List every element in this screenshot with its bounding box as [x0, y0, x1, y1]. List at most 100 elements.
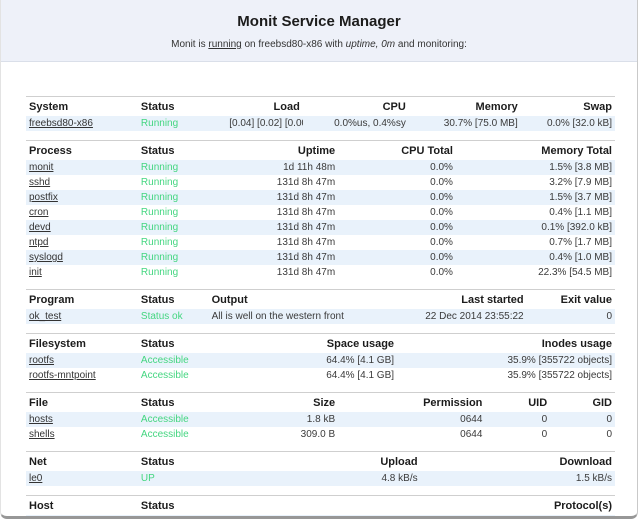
running-status-link[interactable]: running — [208, 39, 242, 50]
value-text: 0.0% — [430, 267, 453, 278]
value-text: 22.3% [54.5 MB] — [538, 267, 612, 278]
value-text: 0.1% [392.0 kB] — [541, 222, 612, 233]
value-text: 64.4% [4.1 GB] — [326, 370, 395, 381]
service-link[interactable]: tildeslash2 — [29, 517, 76, 519]
column-header: Output — [211, 294, 248, 306]
value-text: 0.0% — [430, 162, 453, 173]
table-cell: Running — [138, 220, 226, 235]
value-text: 131d 8h 47m — [276, 267, 336, 278]
table-cell: Accessible — [138, 368, 226, 383]
value-text: [0.04] [0.02] [0.00] — [229, 118, 303, 129]
table-cell: [0.04] [0.02] [0.00] — [226, 116, 303, 131]
table-cell: monit — [26, 160, 138, 175]
net-table: Net Status Upload Download le0 UP 4.8 kB/s 1.5 … — [26, 451, 615, 486]
value-text: 0.4% [1.1 MB] — [549, 207, 612, 218]
value-text: 0 — [541, 414, 548, 425]
value-text: 0 — [606, 414, 612, 425]
value-text: 1d 11h 48m — [283, 162, 336, 173]
table-cell: 0.1% [392.0 kB] — [456, 220, 615, 235]
table-cell: Running — [138, 205, 226, 220]
table-cell: 309.0 B — [226, 427, 338, 442]
status-text: Running — [140, 252, 179, 263]
value-text: [Ping] — [586, 517, 612, 519]
table-cell: 0.4% [1.1 MB] — [456, 205, 615, 220]
service-link[interactable]: ntpd — [29, 237, 49, 248]
value-text: 131d 8h 47m — [276, 237, 336, 248]
table-row: sshd Running 131d 8h 47m 0.0% 3.2% [7.9 MB] — [26, 175, 615, 190]
table-cell: 0 — [527, 309, 615, 324]
service-link[interactable]: monit — [29, 162, 54, 173]
status-text: Accessible — [140, 370, 189, 381]
status-text: UP — [140, 473, 155, 484]
table-cell: init — [26, 265, 138, 280]
header-row: Filesystem Status Space usage Inodes usage — [26, 334, 615, 354]
table-cell: Running — [138, 250, 226, 265]
value-text: 131d 8h 47m — [276, 192, 336, 203]
column-header: Program — [29, 294, 75, 306]
table-cell: Online with all services — [138, 515, 226, 516]
service-link[interactable]: rootfs — [29, 355, 55, 366]
table-cell: 30.7% [75.0 MB] — [409, 116, 521, 131]
table-cell: 0.0% [32.0 kB] — [521, 116, 615, 131]
service-link[interactable]: sshd — [29, 177, 51, 188]
column-header: Status — [140, 456, 175, 468]
process-table: Process Status Uptime CPU Total Memory Total… — [26, 140, 615, 280]
service-link[interactable]: hosts — [29, 414, 53, 425]
value-text: All is well on the western front — [211, 311, 344, 322]
table-cell: ntpd — [26, 235, 138, 250]
system-table: System Status Load CPU Memory Swap freebsd80-x… — [26, 96, 615, 131]
filesystem-table: Filesystem Status Space usage Inodes usage r… — [26, 333, 615, 383]
value-text: 0.4% [1.0 MB] — [549, 252, 612, 263]
value-text: 131d 8h 47m — [276, 207, 336, 218]
service-link[interactable]: ok_test — [29, 311, 62, 322]
table-cell: 0.0% — [338, 205, 456, 220]
service-link[interactable]: le0 — [29, 473, 43, 484]
status-text: Running — [140, 222, 179, 233]
column-header: Status — [140, 500, 175, 512]
service-link[interactable]: freebsd80-x86 — [29, 118, 93, 129]
table-row: ok_test Status ok All is well on the weste… — [26, 309, 615, 324]
table-cell: Status ok — [138, 309, 209, 324]
table-cell: 0.0% — [338, 220, 456, 235]
column-header: Exit value — [560, 294, 612, 306]
table-cell: Running — [138, 160, 226, 175]
table-cell: 131d 8h 47m — [226, 235, 338, 250]
uptime-text: uptime, 0m — [345, 39, 396, 50]
value-text: 0.0% [32.0 kB] — [546, 118, 612, 129]
service-link[interactable]: cron — [29, 207, 49, 218]
service-link[interactable]: devd — [29, 222, 51, 233]
column-header: Swap — [583, 101, 612, 113]
table-cell: 131d 8h 47m — [226, 205, 338, 220]
table-cell: [Ping] — [226, 515, 615, 519]
table-cell: 131d 8h 47m — [226, 190, 338, 205]
table-cell: 4.8 kB/s — [226, 471, 420, 486]
table-row: rootfs-mntpoint Accessible 64.4% [4.1 GB] 3… — [26, 368, 615, 383]
table-row: tildeslash2 Online with all services [Ping… — [26, 515, 615, 519]
value-text: 0 — [606, 311, 612, 322]
value-text: 131d 8h 47m — [276, 222, 336, 233]
column-header: Load — [273, 101, 300, 113]
column-header: Permission — [423, 397, 483, 409]
service-link[interactable]: syslogd — [29, 252, 63, 263]
value-text: 0 — [541, 429, 548, 440]
table-cell: 1d 11h 48m — [226, 160, 338, 175]
status-text: Running — [140, 162, 179, 173]
value-text: 0.0%us, 0.4%sy — [334, 118, 406, 129]
service-link[interactable]: rootfs-mntpoint — [29, 370, 96, 381]
service-link[interactable]: init — [29, 267, 42, 278]
service-link[interactable]: shells — [29, 429, 55, 440]
column-header: Net — [29, 456, 47, 468]
table-row: devd Running 131d 8h 47m 0.0% 0.1% [392.0 kB… — [26, 220, 615, 235]
subtitle: Monit is running on freebsd80-x86 with u… — [1, 39, 637, 50]
value-text: 22 Dec 2014 23:55:22 — [425, 311, 524, 322]
table-cell: 1.8 kB — [226, 412, 338, 427]
status-text: Running — [140, 118, 179, 129]
value-text: 131d 8h 47m — [276, 252, 336, 263]
column-header: Status — [140, 397, 175, 409]
value-text: 0.0% — [430, 192, 453, 203]
column-header: Upload — [380, 456, 418, 468]
table-row: freebsd80-x86 Running [0.04] [0.02] [0.00]… — [26, 116, 615, 131]
header-row: System Status Load CPU Memory Swap — [26, 97, 615, 117]
table-cell: 0644 — [338, 412, 485, 427]
service-link[interactable]: postfix — [29, 192, 58, 203]
